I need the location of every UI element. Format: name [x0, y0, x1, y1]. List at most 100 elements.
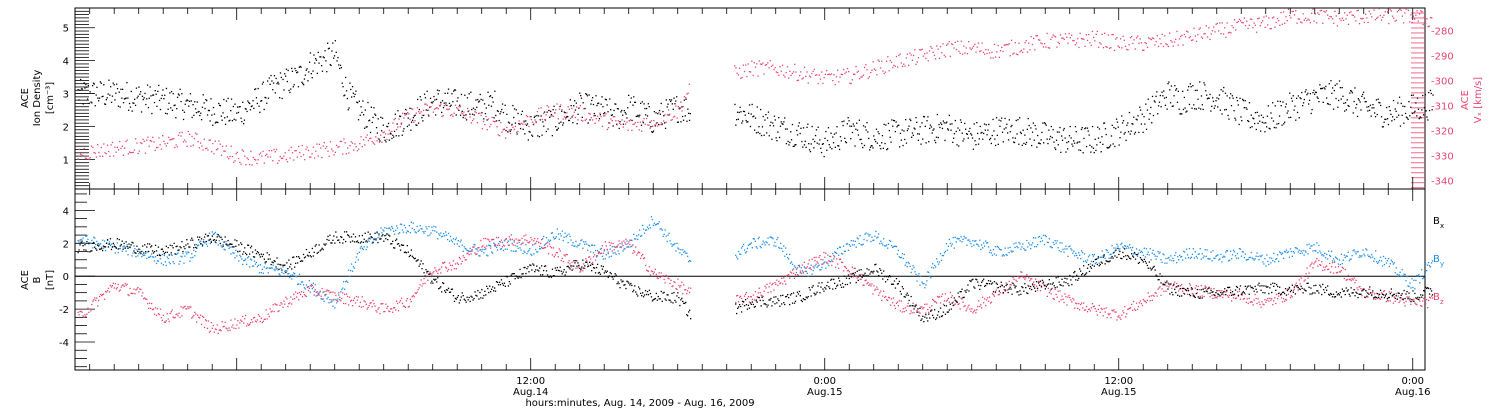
bz-point	[404, 306, 407, 308]
vx-point	[528, 125, 530, 128]
vx-point	[1393, 17, 1395, 19]
vx-point	[174, 146, 176, 149]
by-point	[420, 228, 422, 230]
vx-point	[170, 138, 172, 141]
ion-density-point	[766, 132, 768, 134]
bz-point	[987, 300, 990, 302]
ion-density-point	[470, 91, 472, 93]
by-point	[846, 243, 849, 245]
ion-density-point	[350, 88, 352, 91]
vx-point	[215, 149, 218, 151]
bz-point	[298, 299, 300, 301]
ion-density-point	[769, 124, 771, 127]
vx-point	[823, 76, 825, 79]
ion-density-point	[1160, 106, 1162, 108]
bz-point	[921, 306, 923, 308]
vx-point	[393, 119, 395, 121]
by-point	[925, 284, 927, 286]
by-point	[896, 253, 899, 255]
by-point	[1018, 241, 1020, 244]
by-point	[898, 256, 900, 258]
vx-point	[1037, 39, 1040, 41]
top-right-tick-label: -280	[1431, 26, 1454, 37]
by-point	[107, 243, 110, 245]
by-point	[643, 232, 646, 234]
by-point	[1298, 249, 1300, 251]
vx-point	[845, 71, 847, 73]
ion-density-point	[472, 107, 475, 109]
by-point	[608, 256, 610, 258]
ion-density-point	[911, 132, 914, 134]
ion-density-point	[665, 99, 667, 101]
by-point	[829, 255, 831, 257]
ion-density-point	[828, 144, 830, 146]
ion-density-point	[275, 77, 277, 80]
ion-density-point	[847, 117, 849, 119]
vx-point	[1111, 34, 1113, 36]
by-point	[127, 254, 129, 256]
by-point	[917, 274, 919, 277]
vx-point	[213, 153, 215, 155]
ion-density-point	[1339, 87, 1341, 89]
bz-point	[225, 327, 227, 329]
bz-point	[463, 256, 465, 259]
ion-density-point	[575, 102, 577, 104]
ion-density-point	[459, 104, 461, 106]
bz-point	[432, 272, 434, 274]
bz-point	[648, 266, 651, 268]
by-point	[1233, 251, 1236, 253]
by-point	[244, 259, 246, 261]
ion-density-point	[200, 112, 202, 114]
ion-density-point	[1020, 132, 1022, 135]
ion-density-point	[442, 106, 445, 109]
vx-point	[1139, 38, 1141, 40]
bz-point	[243, 322, 245, 324]
vx-point	[306, 146, 308, 148]
ion-density-point	[274, 92, 276, 94]
vx-point	[508, 129, 510, 131]
bz-point	[129, 287, 131, 290]
vx-point	[837, 69, 839, 71]
bz-point	[871, 283, 873, 285]
bz-point	[406, 298, 408, 300]
bz-point	[109, 284, 112, 287]
ion-density-point	[856, 129, 859, 131]
vx-point	[224, 150, 226, 152]
by-point	[1212, 250, 1214, 252]
by-point	[264, 263, 266, 265]
ion-density-point	[333, 57, 335, 59]
vx-point	[592, 119, 594, 121]
by-point	[938, 261, 941, 263]
bz-point	[172, 316, 174, 318]
by-point	[1411, 278, 1413, 280]
by-point	[1216, 254, 1218, 257]
by-point	[1133, 252, 1136, 254]
by-point	[119, 247, 121, 250]
ion-density-point	[659, 113, 661, 115]
bz-point	[488, 239, 490, 241]
vx-point	[1383, 14, 1385, 16]
by-point	[405, 232, 408, 234]
by-point	[593, 244, 596, 247]
by-point	[1202, 257, 1204, 259]
vx-point	[545, 114, 547, 116]
vx-point	[392, 122, 394, 124]
vx-point	[877, 59, 879, 61]
by-point	[886, 244, 888, 246]
vx-point	[1094, 40, 1096, 42]
ion-density-point	[290, 88, 292, 90]
by-point	[321, 298, 323, 300]
vx-point	[1297, 18, 1299, 20]
by-point	[392, 227, 394, 229]
by-point	[531, 254, 533, 256]
by-point	[764, 244, 766, 246]
vx-point	[614, 116, 616, 118]
bz-point	[682, 293, 684, 295]
bz-point	[498, 244, 501, 246]
ion-density-point	[399, 115, 402, 118]
by-point	[808, 267, 810, 269]
vx-point	[982, 51, 985, 54]
by-point	[1061, 242, 1063, 244]
by-point	[301, 281, 304, 283]
vx-point	[293, 159, 295, 161]
